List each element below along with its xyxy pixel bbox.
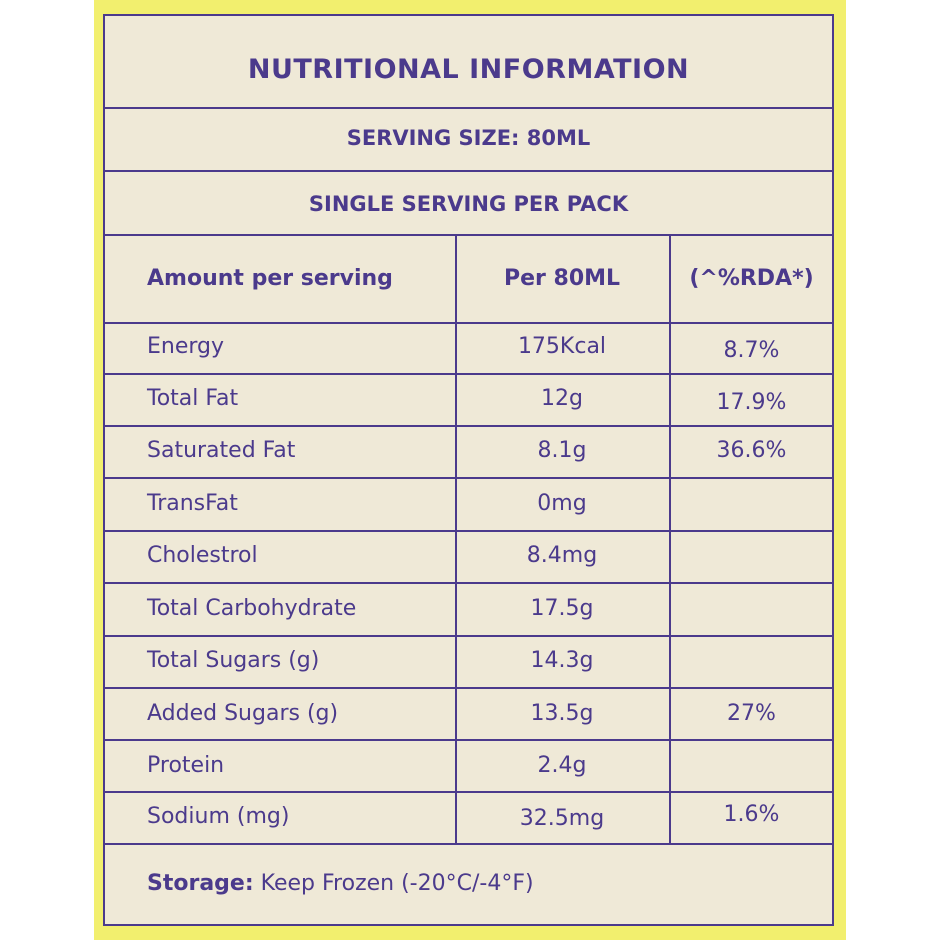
nutrient-rda: 1.6% <box>723 802 780 827</box>
nutrient-name: Total Carbohydrate <box>147 596 357 621</box>
nutrient-amount: 0mg <box>537 491 587 516</box>
divider <box>105 687 832 689</box>
nutrient-rda: 17.9% <box>716 390 787 415</box>
nutrient-name: Protein <box>147 753 225 778</box>
nutrient-amount: 2.4g <box>537 753 587 778</box>
divider <box>105 635 832 637</box>
column-header-amount: Per 80ML <box>503 266 621 291</box>
divider <box>105 373 832 375</box>
column-header-nutrient: Amount per serving <box>147 266 393 291</box>
nutrient-amount: 175Kcal <box>517 334 607 359</box>
divider <box>105 477 832 479</box>
divider <box>105 530 832 532</box>
nutrition-panel <box>103 14 834 926</box>
divider <box>105 425 832 427</box>
nutrient-amount: 17.5g <box>530 596 594 621</box>
column-divider <box>455 234 457 845</box>
nutrient-name: Total Fat <box>147 386 239 411</box>
servings-per-pack: SINGLE SERVING PER PACK <box>308 192 629 216</box>
storage-label: Storage: <box>147 871 254 896</box>
nutrient-name: Cholestrol <box>147 543 258 568</box>
divider <box>105 322 832 324</box>
nutrient-name: Energy <box>147 334 225 359</box>
nutrient-rda: 8.7% <box>723 338 780 363</box>
nutrient-name: Saturated Fat <box>147 438 296 463</box>
nutrient-amount: 32.5mg <box>519 806 605 831</box>
nutrient-amount: 8.4mg <box>526 543 598 568</box>
column-divider <box>669 234 671 845</box>
storage-note: Storage: Keep Frozen (-20°C/-4°F) <box>147 871 534 896</box>
nutrient-name: TransFat <box>147 491 238 516</box>
divider <box>105 582 832 584</box>
nutrient-name: Sodium (mg) <box>147 804 290 829</box>
nutrient-name: Added Sugars (g) <box>147 701 339 726</box>
nutrient-name: Total Sugars (g) <box>147 648 320 673</box>
nutrient-amount: 13.5g <box>530 701 594 726</box>
divider <box>105 843 832 845</box>
divider <box>105 234 832 236</box>
nutrient-amount: 14.3g <box>530 648 594 673</box>
divider <box>105 170 832 172</box>
storage-value: Keep Frozen (-20°C/-4°F) <box>260 871 534 896</box>
nutrient-rda: 27% <box>727 701 776 726</box>
serving-size: SERVING SIZE: 80ML <box>346 126 591 150</box>
nutrient-amount: 12g <box>541 386 583 411</box>
divider <box>105 107 832 109</box>
page-title: NUTRITIONAL INFORMATION <box>247 54 690 85</box>
divider <box>105 791 832 793</box>
divider <box>105 739 832 741</box>
column-header-rda: (^%RDA*) <box>689 266 814 291</box>
nutrient-amount: 8.1g <box>537 438 587 463</box>
nutrient-rda: 36.6% <box>716 438 787 463</box>
